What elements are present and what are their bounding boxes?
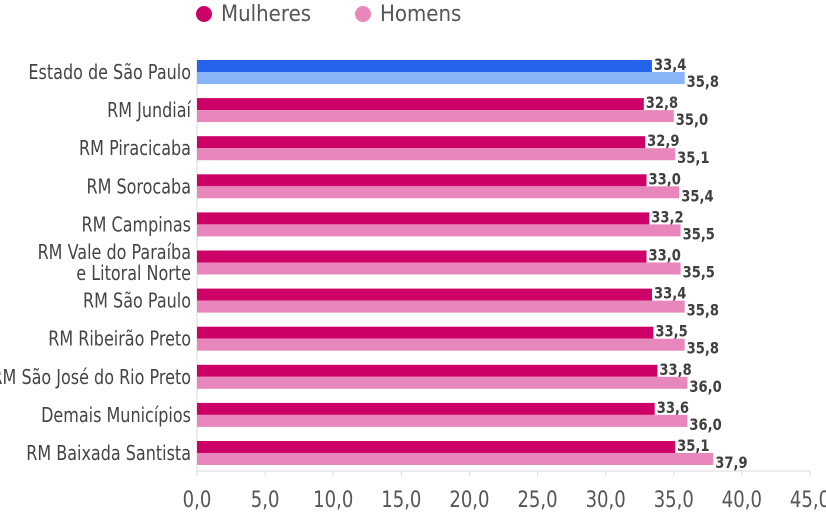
bar-mulheres <box>197 402 655 415</box>
data-label-homens: 37,9 <box>715 454 747 473</box>
bar-mulheres <box>197 174 647 187</box>
bar-homens <box>197 148 676 161</box>
data-label-homens: 35,8 <box>687 339 719 358</box>
category-label: RM Ribeirão Preto <box>48 328 191 351</box>
data-label-mulheres: 32,9 <box>647 132 679 151</box>
data-label-homens: 35,4 <box>681 187 713 206</box>
legend-item-homens: Homens <box>355 2 470 27</box>
bar-homens <box>197 186 680 199</box>
data-label-homens: 35,1 <box>677 149 709 168</box>
category-label: RM São José do Rio Preto <box>0 366 191 389</box>
bar-mulheres <box>197 136 646 149</box>
data-label-homens: 35,0 <box>676 111 708 130</box>
bar-homens <box>197 262 681 275</box>
bar-mulheres <box>197 441 676 453</box>
x-tick-label: 20,0 <box>449 486 489 512</box>
legend-item-mulheres: Mulheres <box>196 2 321 27</box>
data-label-homens: 35,5 <box>683 263 715 282</box>
data-label-mulheres: 32,8 <box>646 94 678 113</box>
category-label: RM Piracicaba <box>79 138 191 161</box>
bar-mulheres <box>197 98 644 111</box>
data-label-mulheres: 33,6 <box>657 399 689 418</box>
category-label: RM Baixada Santista <box>26 442 191 465</box>
bar-homens <box>197 300 685 313</box>
data-label-mulheres: 33,4 <box>654 56 686 75</box>
category-label: RM Sorocaba <box>86 176 191 199</box>
legend-label-mulheres: Mulheres <box>221 1 312 27</box>
legend-swatch-homens <box>355 6 372 22</box>
category-label: RM Campinas <box>82 214 191 237</box>
bar-homens <box>197 110 674 123</box>
bar-homens <box>197 414 688 427</box>
data-label-mulheres: 33,8 <box>659 361 691 380</box>
category-label: Estado de São Paulo <box>28 61 191 84</box>
x-tick-label: 15,0 <box>381 486 421 512</box>
data-label-mulheres: 35,1 <box>677 437 709 456</box>
data-label-mulheres: 33,0 <box>649 246 681 265</box>
data-label-homens: 36,0 <box>689 416 721 435</box>
category-label: Demais Municípios <box>41 404 191 427</box>
x-tick-label: 35,0 <box>654 486 694 512</box>
data-label-homens: 35,8 <box>687 301 719 320</box>
bar-homens <box>197 376 688 389</box>
bar-homens <box>197 72 685 84</box>
category-label: RM Vale do Paraíba <box>38 241 191 264</box>
data-label-homens: 35,8 <box>687 73 719 92</box>
bar-homens <box>197 224 681 237</box>
data-label-mulheres: 33,4 <box>654 284 686 303</box>
data-label-mulheres: 33,5 <box>655 322 687 341</box>
x-tick-label: 25,0 <box>517 486 557 512</box>
x-tick-label: 40,0 <box>722 486 762 512</box>
data-label-homens: 35,5 <box>683 225 715 244</box>
bar-mulheres <box>197 212 650 225</box>
bar-mulheres <box>197 250 647 263</box>
data-label-mulheres: 33,2 <box>651 208 683 227</box>
bar-mulheres <box>197 288 652 301</box>
data-label-mulheres: 33,0 <box>649 170 681 189</box>
data-label-homens: 36,0 <box>689 378 721 397</box>
category-label: e Litoral Norte <box>76 262 191 285</box>
category-label: RM Jundiaí <box>107 99 192 122</box>
x-tick-label: 5,0 <box>251 486 280 512</box>
bar-homens <box>197 338 685 351</box>
category-label: RM São Paulo <box>83 290 191 313</box>
legend-swatch-mulheres <box>196 6 212 22</box>
x-tick-label: 30,0 <box>586 486 626 512</box>
x-tick-label: 10,0 <box>313 486 353 512</box>
bar-homens <box>197 453 714 465</box>
legend-label-homens: Homens <box>380 1 462 27</box>
bar-mulheres <box>197 60 652 72</box>
bar-mulheres <box>197 326 654 339</box>
bar-mulheres <box>197 364 658 377</box>
x-tick-label: 0,0 <box>183 486 212 512</box>
legend: Mulheres Homens <box>196 0 470 28</box>
x-tick-label: 45,0 <box>790 486 826 512</box>
